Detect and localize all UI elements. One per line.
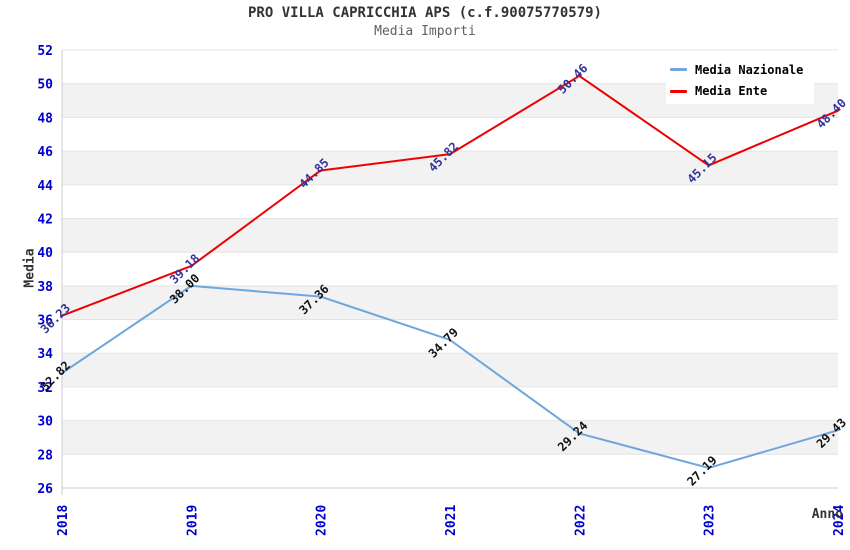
y-tick-label: 32 [37, 381, 53, 396]
y-axis-title: Media [22, 248, 38, 288]
plot-band [62, 285, 838, 320]
chart-subtitle: Media Importi [374, 24, 476, 39]
legend-swatch-media-ente [670, 89, 687, 93]
x-tick-label: 2023 [703, 505, 718, 536]
plot-band [62, 218, 838, 253]
y-tick-label: 34 [37, 347, 53, 362]
series-line-media-ente [61, 74, 839, 317]
y-tick-label: 52 [37, 44, 53, 59]
legend-item-media-ente: Media Ente [670, 84, 814, 98]
legend: Media Nazionale Media Ente [666, 57, 814, 104]
legend-label-media-ente: Media Ente [695, 84, 768, 99]
y-tick-label: 42 [37, 212, 53, 227]
x-tick-label: 2024 [832, 505, 847, 536]
x-tick-label: 2021 [444, 505, 459, 536]
y-tick-label: 26 [37, 482, 53, 497]
x-tick-label: 2019 [185, 505, 200, 536]
y-tick-label: 46 [37, 145, 53, 160]
legend-swatch-media-nazionale [670, 68, 687, 72]
plot-band [62, 151, 838, 185]
y-tick-label: 44 [37, 179, 53, 194]
y-tick-label: 28 [37, 448, 53, 463]
data-label-media-nazionale: 27.19 [684, 453, 719, 488]
y-tick-label: 40 [37, 246, 53, 261]
y-tick-label: 48 [37, 111, 53, 126]
plot-band [62, 420, 838, 455]
x-tick-label: 2022 [573, 505, 588, 536]
x-tick-label: 2018 [56, 505, 71, 536]
y-tick-label: 30 [37, 415, 53, 430]
x-axis-title: Anno [811, 507, 843, 522]
series-line-media-nazionale [61, 284, 839, 469]
chart-title: PRO VILLA CAPRICCHIA APS (c.f.9007577057… [247, 5, 602, 21]
legend-label-media-nazionale: Media Nazionale [695, 62, 804, 77]
y-tick-label: 50 [37, 78, 53, 93]
y-tick-label: 38 [37, 280, 53, 295]
y-tick-label: 36 [37, 314, 53, 329]
legend-item-media-nazionale: Media Nazionale [670, 63, 814, 77]
x-tick-label: 2020 [315, 505, 330, 536]
plot-band [62, 353, 838, 387]
